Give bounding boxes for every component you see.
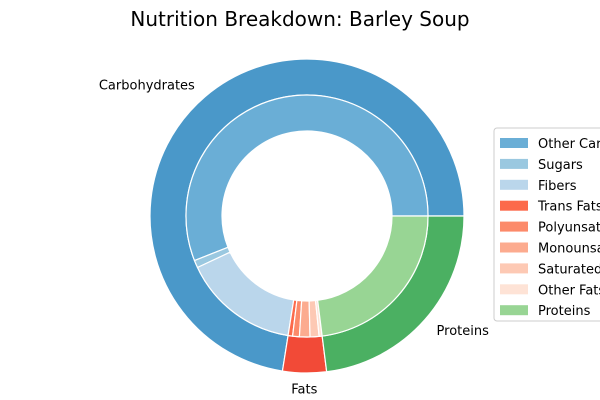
legend-swatch-proteins-8 (500, 305, 528, 316)
inner-wedge-monounsaturated-fats (298, 300, 311, 338)
legend-label-sugars-1: Sugars (538, 158, 583, 173)
legend-swatch-polyunsaturated-fats-4 (500, 221, 528, 232)
legend-label-saturated-fats-6: Saturated Fats (538, 262, 600, 277)
legend-swatch-fibers-2 (500, 179, 528, 190)
legend-label-other-carbohydrates-0: Other Carbohydrates (538, 137, 600, 152)
legend-label-other-fats-7: Other Fats (538, 283, 600, 298)
legend-label-fibers-2: Fibers (538, 179, 577, 194)
legend-swatch-sugars-1 (500, 158, 528, 169)
legend-label-monounsaturated-fats-5: Monounsaturated Fats (538, 242, 600, 257)
legend-swatch-saturated-fats-6 (500, 263, 528, 274)
chart-title: Nutrition Breakdown: Barley Soup (130, 7, 469, 31)
outer-wedge-fats (281, 334, 328, 374)
inner-ring (185, 94, 429, 338)
legend-swatch-other-fats-7 (500, 284, 528, 295)
outer-label-fats: Fats (291, 383, 317, 398)
outer-label-carbohydrates: Carbohydrates (99, 79, 195, 94)
legend-label-trans-fats-3: Trans Fats (537, 200, 600, 215)
inner-wedge-proteins (316, 215, 429, 337)
legend-label-polyunsaturated-fats-4: Polyunsaturated Fats (538, 221, 600, 236)
legend-swatch-other-carbohydrates-0 (500, 138, 528, 148)
inner-wedge-other-carbohydrates (185, 94, 429, 262)
outer-label-proteins: Proteins (437, 324, 490, 339)
legend-swatch-trans-fats-3 (500, 200, 528, 211)
outer-ring-labels: Carbohydrates Fats Proteins (99, 79, 489, 398)
legend-swatch-monounsaturated-fats-5 (500, 242, 528, 253)
legend: Other Carbohydrates Sugars Fibers Trans Fat… (493, 127, 600, 322)
legend-label-proteins-8: Proteins (538, 304, 591, 319)
